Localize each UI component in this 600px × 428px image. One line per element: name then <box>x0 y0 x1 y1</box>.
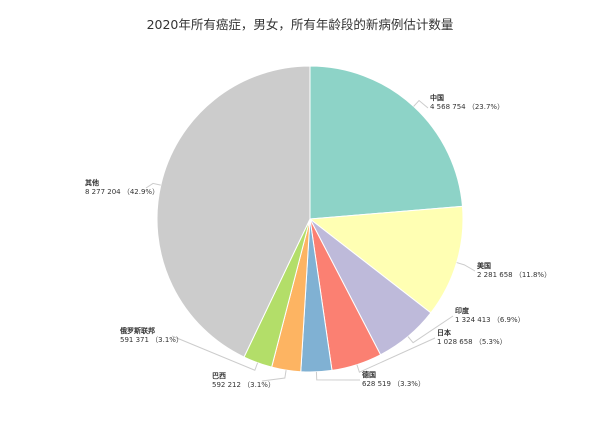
leader-line-7 <box>171 335 259 371</box>
leader-line-1 <box>413 99 429 109</box>
leader-line-6 <box>261 370 287 382</box>
leader-line-4 <box>356 337 436 373</box>
slice-label-value-4: 1 028 658 （5.3%） <box>437 338 507 346</box>
slice-label-value-3: 1 324 413 （6.9%） <box>455 316 525 324</box>
leader-line-2 <box>456 262 476 272</box>
slice-label-name-3: 印度 <box>455 306 470 315</box>
slice-label-value-7: 591 371 （3.1%） <box>120 336 183 344</box>
leader-line-3 <box>407 315 454 344</box>
slice-label-name-7: 俄罗斯联邦 <box>119 326 155 335</box>
slice-label-value-1: 4 568 754 （23.7%） <box>430 103 504 111</box>
slice-label-value-5: 628 519 （3.3%） <box>362 380 425 388</box>
slice-label-name-4: 日本 <box>437 328 451 337</box>
pie-slice-8[interactable] <box>156 65 311 358</box>
chart-title: 2020年所有癌症，男女，所有年龄段的新病例估计数量 <box>146 17 454 32</box>
slice-label-value-2: 2 281 658 （11.8%） <box>477 271 551 279</box>
pie-slices <box>156 65 464 373</box>
leader-lines <box>145 99 476 382</box>
slice-label-value-8: 8 277 204 （42.9%） <box>85 188 159 196</box>
slice-label-name-8: 其他 <box>85 178 99 187</box>
slice-labels: 中国4 568 754 （23.7%） 美国2 281 658 （11.8%） 印度… <box>85 93 551 389</box>
slice-label-name-2: 美国 <box>477 261 491 270</box>
slice-label-name-5: 德国 <box>362 370 376 379</box>
slice-label-value-6: 592 212 （3.1%） <box>212 381 275 389</box>
leader-line-8 <box>145 182 161 189</box>
slice-label-name-6: 巴西 <box>212 372 226 380</box>
slice-label-name-1: 中国 <box>430 93 444 102</box>
leader-line-5 <box>315 371 361 381</box>
pie-slice-1[interactable] <box>309 65 464 220</box>
